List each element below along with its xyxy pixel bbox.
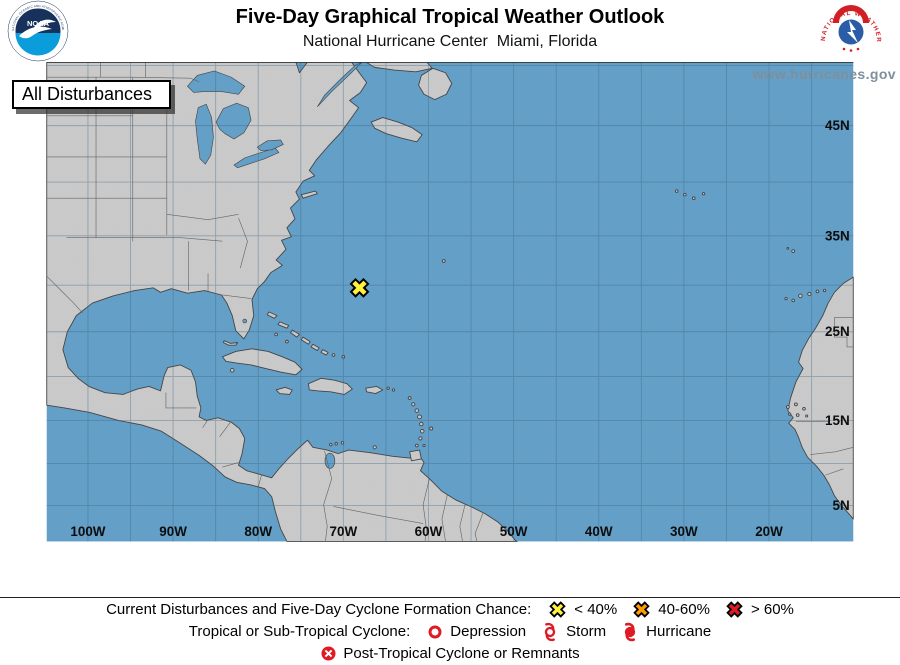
legend-item-label: < 40% [574, 601, 618, 618]
legend: Current Disturbances and Five-Day Cyclon… [0, 597, 900, 665]
legend-item-label: Depression [450, 623, 527, 640]
legend-item-label: Storm [566, 623, 607, 640]
legend-item-high-chance: > 60% [724, 599, 794, 620]
outlook-map: 45N 35N 25N 15N 5N 100W 90W 80W 70W 60W … [0, 62, 900, 597]
legend-item-storm: Storm [540, 622, 606, 642]
legend-item-med-chance: 40-60% [631, 599, 710, 620]
lon-label: 60W [415, 524, 443, 539]
legend-line1-label: Current Disturbances and Five-Day Cyclon… [106, 601, 532, 618]
legend-row-post-tropical: Post-Tropical Cyclone or Remnants [0, 643, 900, 664]
disturbance-x-marker[interactable] [347, 275, 372, 300]
lon-label: 80W [244, 524, 272, 539]
all-disturbances-label: All Disturbances [12, 80, 171, 109]
lat-label: 5N [832, 498, 849, 513]
timestamp: 1:00 am EST Sun Nov 25 2018 [5, 541, 155, 581]
hurricane-icon [625, 622, 636, 641]
lat-label: 35N [825, 228, 850, 243]
nws-logo: NATIONAL WEATHER SERVICE [818, 1, 881, 52]
legend-item-depression: Depression [426, 623, 526, 641]
longitude-labels: 100W 90W 80W 70W 60W 50W 40W 30W 20W [70, 524, 783, 539]
timestamp-time: 1:00 am EST [29, 541, 131, 560]
x-yellow-icon [549, 601, 566, 618]
latitude-labels: 45N 35N 25N 15N 5N [825, 118, 850, 513]
depression-icon [428, 625, 442, 638]
noaa-logo: NATIONAL OCEANIC AND ATMOSPHERIC ADMINIS… [7, 0, 69, 62]
hurricanes-gov-watermark: www.hurricanes.gov [752, 66, 896, 82]
storm-icon [545, 622, 556, 641]
legend-row-disturbances: Current Disturbances and Five-Day Cyclon… [0, 599, 900, 620]
great-lakes [186, 62, 363, 469]
legend-item-post-tropical: Post-Tropical Cyclone or Remnants [320, 645, 580, 662]
page-title: Five-Day Graphical Tropical Weather Outl… [235, 6, 665, 28]
legend-item-low-chance: < 40% [547, 599, 617, 620]
lon-label: 100W [70, 524, 105, 539]
lat-label: 45N [825, 118, 850, 133]
legend-item-label: Hurricane [646, 623, 712, 640]
lon-label: 50W [500, 524, 528, 539]
legend-item-label: 40-60% [658, 601, 710, 618]
post-tropical-icon [321, 646, 336, 661]
x-red-icon [726, 601, 743, 618]
lon-label: 20W [755, 524, 783, 539]
lat-label: 15N [825, 413, 850, 428]
noaa-wordmark: NOAA [27, 19, 50, 28]
legend-line2-label: Tropical or Sub-Tropical Cyclone: [188, 623, 411, 640]
legend-item-label: > 60% [750, 601, 794, 618]
lat-label: 25N [825, 324, 850, 339]
legend-item-label: Post-Tropical Cyclone or Remnants [343, 645, 580, 662]
political-borders [46, 62, 854, 542]
legend-item-hurricane: Hurricane [620, 622, 711, 642]
header: Five-Day Graphical Tropical Weather Outl… [0, 0, 900, 62]
landmass-africa [674, 189, 854, 520]
lon-label: 90W [159, 524, 187, 539]
legend-row-cyclones: Tropical or Sub-Tropical Cyclone: Depres… [0, 621, 900, 642]
landmass-north-south-america [46, 62, 518, 542]
lon-label: 40W [585, 524, 613, 539]
lat-lon-grid [46, 62, 854, 542]
x-orange-icon [633, 601, 650, 618]
timestamp-date: Sun Nov 25 2018 [12, 561, 148, 580]
lon-label: 30W [670, 524, 698, 539]
lon-label: 70W [330, 524, 358, 539]
page-subtitle: National Hurricane Center Miami, Florida [302, 33, 598, 50]
